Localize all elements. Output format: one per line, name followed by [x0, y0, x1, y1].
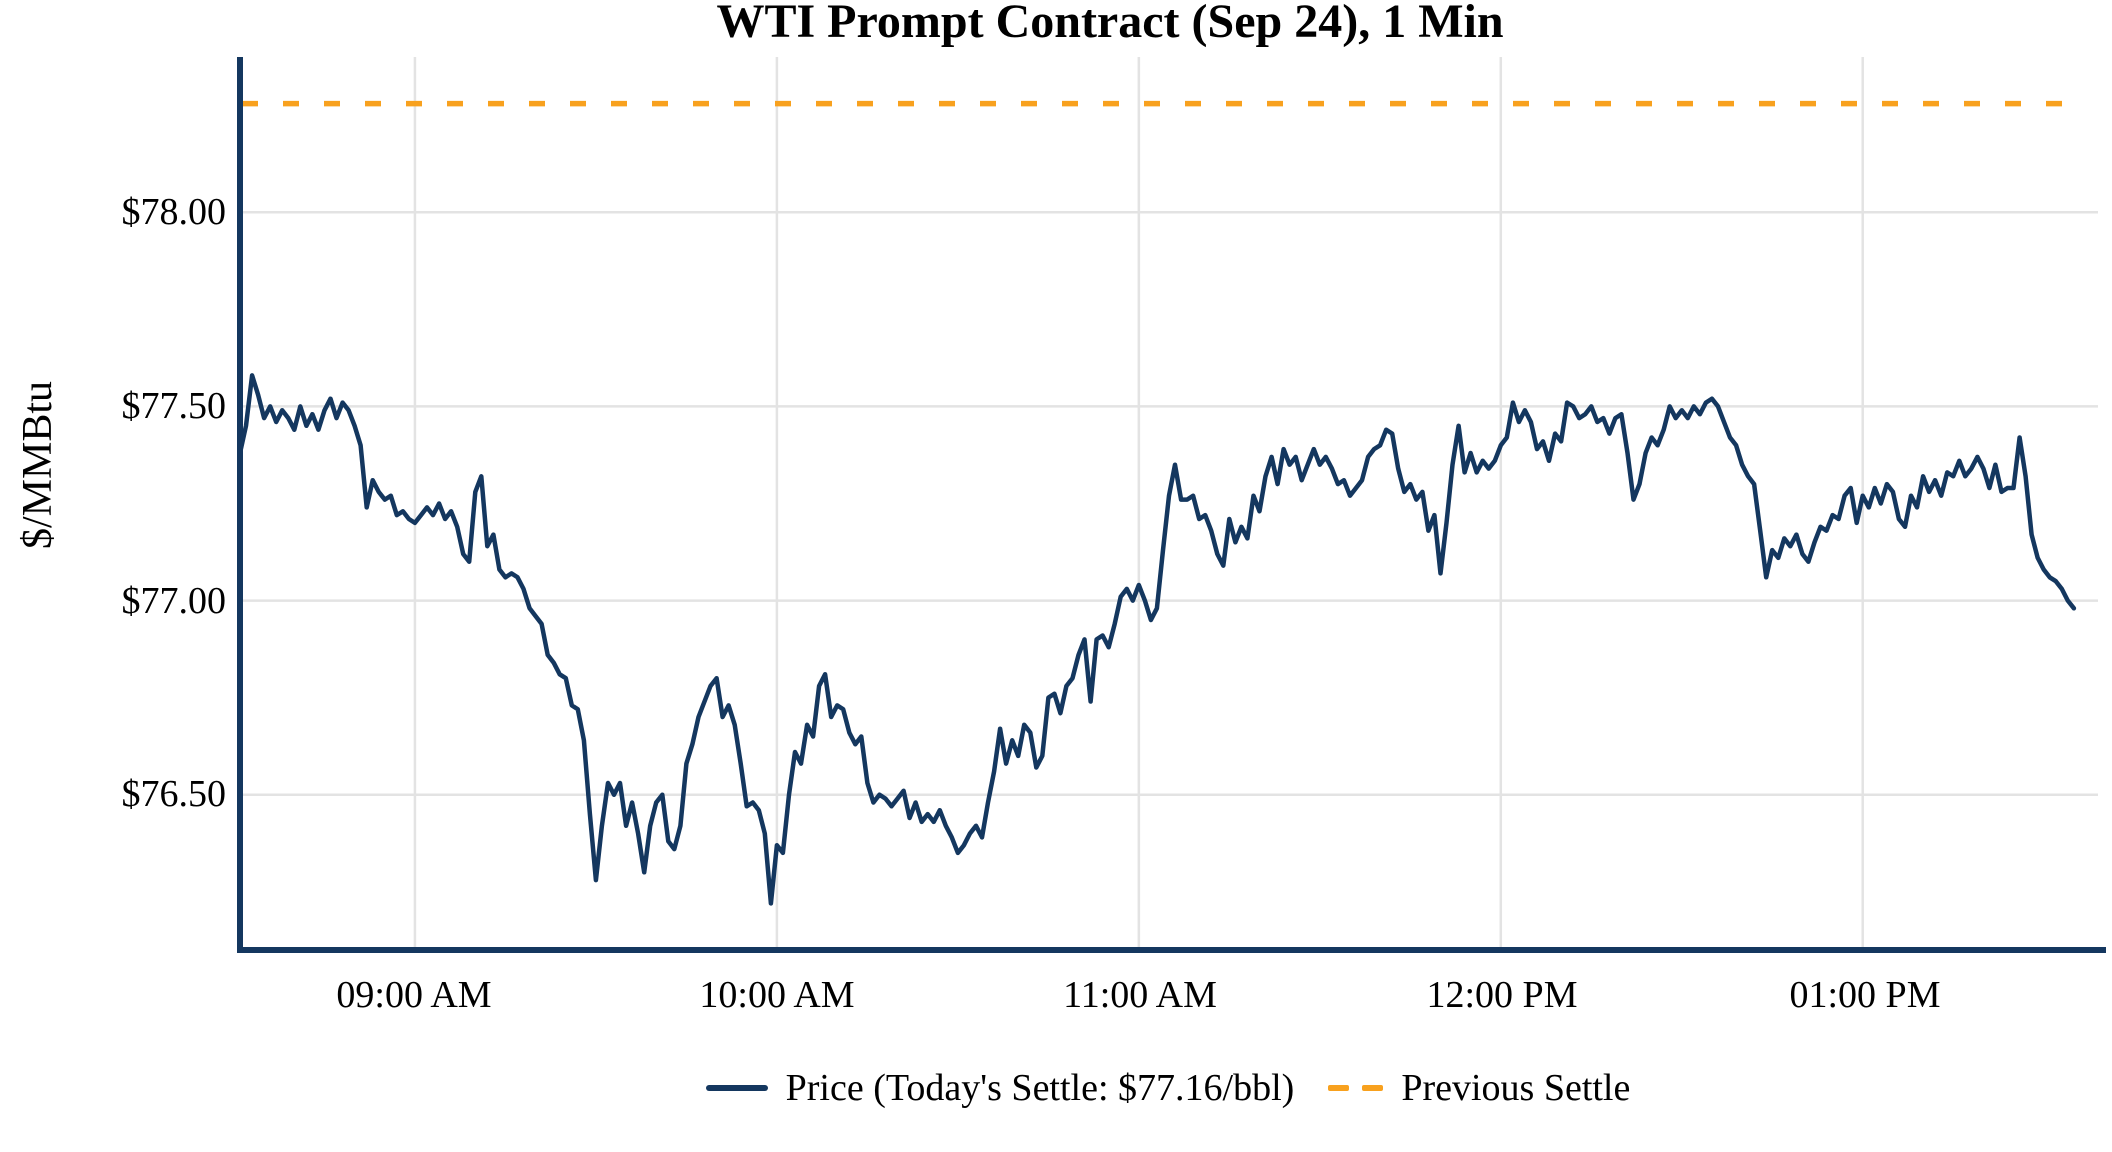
y-axis-label: $/MMBtu	[15, 380, 61, 550]
chart-title: WTI Prompt Contract (Sep 24), 1 Min	[716, 0, 1504, 48]
y-tick-label-77.00: $77.00	[121, 580, 227, 622]
price-line-swatch-icon	[705, 1085, 768, 1091]
legend: Price (Today's Settle: $77.16/bbl) Previ…	[240, 1058, 2096, 1118]
legend-item-previous-settle: Previous Settle	[1328, 1066, 1630, 1110]
x-tick-label-0100pm: 01:00 PM	[1789, 974, 1941, 1016]
legend-price-label: Price (Today's Settle: $77.16/bbl)	[785, 1067, 1295, 1109]
x-tick-label-0900am: 09:00 AM	[336, 974, 492, 1016]
legend-item-price: Price (Today's Settle: $77.16/bbl)	[705, 1066, 1295, 1110]
y-tick-label-76.50: $76.50	[121, 773, 227, 815]
previous-settle-dash-icon	[1328, 1085, 1384, 1091]
x-tick-label-1200pm: 12:00 PM	[1426, 974, 1578, 1016]
x-tick-label-1000am: 10:00 AM	[699, 974, 855, 1016]
y-tick-label-77.50: $77.50	[121, 385, 227, 427]
x-tick-label-1100am: 11:00 AM	[1063, 974, 1217, 1016]
y-tick-label-78.00: $78.00	[121, 191, 227, 233]
legend-previous-settle-label: Previous Settle	[1401, 1067, 1631, 1109]
price-line	[237, 373, 2077, 906]
